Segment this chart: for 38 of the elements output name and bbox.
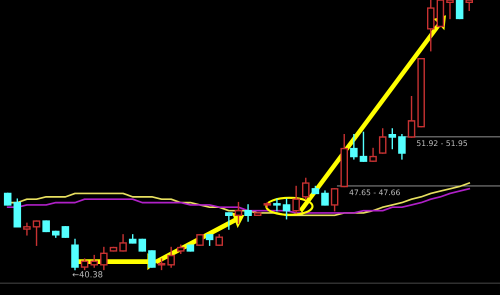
candlestick xyxy=(244,204,252,222)
candlestick xyxy=(273,198,281,212)
candlestick xyxy=(426,0,435,52)
candlestick xyxy=(138,238,146,252)
candlestick xyxy=(100,246,108,270)
candlestick xyxy=(158,258,166,270)
candlestick xyxy=(167,246,175,268)
candlestick xyxy=(196,234,204,246)
candlestick xyxy=(398,134,406,160)
candlestick xyxy=(360,132,368,162)
candlestick xyxy=(225,212,233,230)
candlestick xyxy=(215,234,224,246)
candlestick xyxy=(302,178,310,200)
candlestick xyxy=(80,258,88,270)
candlestick xyxy=(23,222,31,236)
candlestick xyxy=(292,186,300,214)
candlestick xyxy=(62,226,70,238)
candlestick xyxy=(321,190,329,206)
annotation: ←40.38 xyxy=(72,271,102,278)
candlestick xyxy=(148,250,156,268)
candlestick xyxy=(465,0,474,12)
candlestick xyxy=(32,220,40,246)
candlestick xyxy=(4,192,12,206)
candlestick xyxy=(408,96,416,138)
candlestick xyxy=(378,128,386,154)
candlestick xyxy=(234,202,242,224)
candlestick xyxy=(350,134,358,160)
candlestick xyxy=(282,198,290,220)
candlestick xyxy=(71,238,79,270)
candlestick xyxy=(369,148,377,162)
candlestick xyxy=(119,234,127,252)
candlestick xyxy=(206,234,214,246)
candlestick xyxy=(446,0,454,20)
candlestick xyxy=(388,128,396,150)
candlestick xyxy=(456,0,464,20)
candlestick xyxy=(90,254,98,268)
candlestick xyxy=(42,220,50,232)
candlestick xyxy=(330,188,338,212)
